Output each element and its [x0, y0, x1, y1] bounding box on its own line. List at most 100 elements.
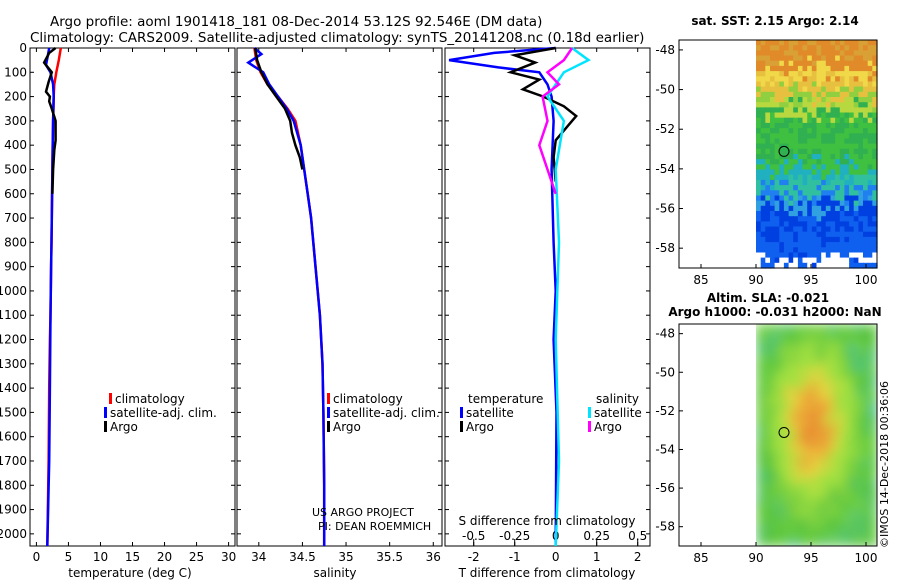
map-cell	[779, 252, 785, 259]
map-cell	[867, 107, 873, 114]
map-cell	[858, 414, 864, 421]
map-cell	[844, 195, 850, 202]
map-cell	[807, 257, 813, 264]
map-cell	[811, 394, 818, 401]
map-cell	[756, 211, 762, 217]
map-cell	[825, 200, 832, 207]
map-cell	[839, 339, 846, 345]
map-cell	[756, 424, 762, 431]
map-cell	[797, 404, 804, 411]
map-cell	[760, 148, 766, 155]
map-cell	[858, 465, 864, 471]
map-cell	[816, 354, 822, 360]
legend-swatch-sal-argo	[588, 421, 591, 432]
map-cell	[770, 475, 776, 481]
map-cell	[807, 409, 813, 416]
map-cell	[844, 40, 850, 46]
map-cell	[853, 430, 859, 436]
map-cell	[872, 242, 878, 248]
map-cell	[802, 133, 808, 140]
map-cell	[825, 40, 832, 46]
map-cell	[821, 495, 827, 502]
map-cell	[797, 122, 804, 129]
map-cell	[783, 148, 790, 155]
map-cell	[816, 480, 822, 486]
map-cell	[779, 55, 785, 62]
map-cell	[793, 122, 799, 129]
map-cell	[853, 112, 859, 119]
map-cell	[816, 394, 822, 401]
map-cell	[802, 190, 808, 197]
map-cell	[774, 86, 780, 93]
map-x-tick-label: 100	[855, 551, 878, 565]
map-cell	[825, 112, 832, 119]
map-cell	[867, 399, 873, 406]
map-cell	[858, 81, 864, 88]
map-cell	[853, 324, 859, 330]
map-cell	[760, 465, 766, 471]
map-cell	[858, 329, 864, 335]
x-tick-label: 34.5	[289, 550, 316, 564]
map-cell	[853, 541, 859, 546]
map-cell	[825, 394, 832, 401]
map-cell	[783, 55, 790, 62]
map-cell	[839, 247, 846, 254]
map-cell	[807, 211, 813, 217]
map-cell	[811, 435, 818, 441]
map-cell	[807, 86, 813, 93]
map-cell	[872, 76, 878, 83]
map-cell	[816, 495, 822, 502]
map-cell	[853, 495, 859, 502]
map-cell	[863, 379, 869, 386]
map-cell	[811, 102, 818, 108]
map-cell	[756, 485, 762, 492]
map-cell	[793, 465, 799, 471]
map-cell	[797, 535, 804, 542]
map-cell	[816, 81, 822, 88]
map-cell	[783, 541, 790, 546]
map-cell	[770, 60, 776, 67]
map-cell	[825, 379, 832, 386]
map-cell	[853, 247, 859, 254]
map-cell	[802, 148, 808, 155]
map-cell	[783, 81, 790, 88]
map-cell	[821, 354, 827, 360]
map-cell	[872, 470, 877, 476]
map-cell	[802, 369, 808, 375]
map-cell	[821, 414, 827, 421]
map-cell	[830, 205, 836, 212]
map-cell	[783, 86, 790, 93]
map-cell	[863, 424, 869, 431]
map-cell	[830, 226, 836, 233]
map-cell	[797, 450, 804, 456]
map-cell	[793, 107, 799, 114]
map-cell	[774, 247, 780, 254]
map-cell	[844, 112, 850, 119]
map-cell	[835, 231, 841, 238]
map-cell	[867, 379, 873, 386]
map-cell	[853, 107, 859, 114]
map-cell	[867, 205, 873, 212]
map-cell	[821, 169, 827, 176]
map-cell	[760, 143, 766, 150]
map-cell	[770, 81, 776, 88]
map-cell	[853, 138, 859, 145]
map-cell	[863, 399, 869, 406]
map-cell	[858, 424, 864, 431]
map-cell	[811, 71, 818, 77]
map-cell	[821, 195, 827, 202]
map-cell	[793, 460, 799, 466]
map-cell	[867, 435, 873, 441]
map-cell	[835, 164, 841, 171]
map-cell	[770, 490, 776, 497]
map-cell	[825, 45, 832, 51]
map-cell	[811, 525, 818, 532]
map-cell	[835, 455, 841, 461]
map-cell	[802, 329, 808, 335]
map-cell	[783, 60, 790, 67]
map-cell	[774, 505, 780, 512]
map-cell	[853, 374, 859, 381]
map-cell	[821, 379, 827, 386]
map-cell	[849, 535, 855, 542]
